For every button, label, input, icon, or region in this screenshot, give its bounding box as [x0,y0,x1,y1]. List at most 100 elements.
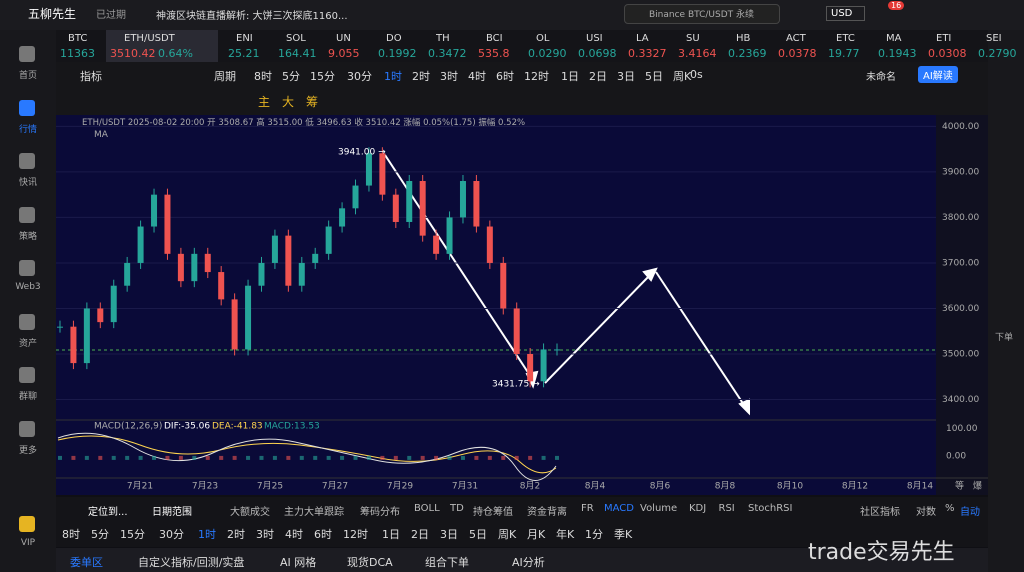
nav-item[interactable]: 更多 [18,445,37,456]
ticker-symbol[interactable]: ENI [236,33,253,44]
ticker-symbol[interactable]: SU [686,33,700,44]
ticker-symbol[interactable]: ETC [836,33,855,44]
ticker-symbol[interactable]: SEI [986,33,1002,44]
indicator-tab[interactable]: 筹码分布 [360,507,400,518]
timeframe[interactable]: 30分 [347,70,372,83]
ticker-symbol[interactable]: UN [336,33,351,44]
ticker-symbol[interactable]: DO [386,33,402,44]
timeframe[interactable]: 5日 [645,70,663,83]
community[interactable]: 社区指标 [860,507,900,518]
indicator-tab[interactable]: Volume [640,503,678,514]
indicator-btn[interactable]: 指标 [80,70,102,83]
timeframe[interactable]: 2日 [589,70,607,83]
indicator-tab[interactable]: FR [581,503,594,514]
timeframe-tab[interactable]: 季K [614,528,633,541]
logo[interactable]: 五柳先生 [28,7,77,21]
timeframe-tab[interactable]: 2日 [411,528,429,541]
bottom-tab[interactable]: AI分析 [512,556,545,569]
indicator-tab[interactable]: StochRSI [748,503,793,514]
indicator-tab[interactable]: 资金背离 [527,507,567,518]
indicator-tab[interactable]: 大额成交 [230,507,270,518]
timeframe-tab[interactable]: 1时 [198,528,216,541]
timeframe-tab[interactable]: 月K [527,528,546,541]
timeframe-tab[interactable]: 12时 [343,528,368,541]
timeframe[interactable]: 3时 [440,70,458,83]
timeframe-tab[interactable]: 4时 [285,528,303,541]
ai-btn[interactable]: AI解读 [918,66,958,83]
indicator-tab[interactable]: TD [450,503,464,514]
draw-tool[interactable]: 主 [258,95,271,109]
search[interactable]: Binance BTC/USDT 永续 [624,4,780,24]
timeframe-tab[interactable]: 3日 [440,528,458,541]
nav-item[interactable]: Web3 [15,282,41,292]
ticker-symbol[interactable]: HB [736,33,751,44]
timeframe[interactable]: 3日 [617,70,635,83]
timeframe[interactable]: 8时 [254,70,272,83]
draw-tool[interactable]: 筹 [306,95,319,109]
timeframe-tab[interactable]: 1日 [382,528,400,541]
layout-name[interactable]: 未命名 [866,72,896,83]
bottom-tab[interactable]: AI 网格 [280,556,317,569]
ticker-symbol[interactable]: USI [586,33,603,44]
timeframe-tab[interactable]: 1分 [585,528,603,541]
indicator-tab[interactable]: RSI [718,503,735,514]
timeframe[interactable]: 1日 [561,70,579,83]
timeframe[interactable]: 1时 [384,70,402,83]
timeframe[interactable]: 4时 [468,70,486,83]
timeframe[interactable]: 5分 [282,70,300,83]
ticker-symbol[interactable]: LA [636,33,649,44]
order-label[interactable]: 下单 [995,333,1014,343]
ticker-symbol[interactable]: SOL [286,33,306,44]
nav-item[interactable]: VIP [20,538,36,548]
indicator-tab[interactable]: 主力大单跟踪 [284,507,344,518]
timeframe-tab[interactable]: 周K [498,528,517,541]
timeframe-tab[interactable]: 年K [556,528,575,541]
timeframe-tab[interactable]: 8时 [62,528,80,541]
ticker-symbol[interactable]: BTC [68,33,88,44]
nav-item[interactable]: 行情 [18,124,37,135]
timeframe-tab[interactable]: 2时 [227,528,245,541]
ticker-symbol[interactable]: ETH/USDT [124,33,175,44]
ticker-symbol[interactable]: ETI [936,33,952,44]
ticker-symbol[interactable]: OL [536,33,550,44]
timeframe-tab[interactable]: 5日 [469,528,487,541]
news[interactable]: 神渡区块链直播解析: 大饼三次探底1160... [156,11,348,22]
timeframe-tab[interactable]: 30分 [159,528,184,541]
auto[interactable]: 自动 [960,507,980,518]
ticker-symbol[interactable]: TH [436,33,450,44]
timeframe-tab[interactable]: 3时 [256,528,274,541]
locate[interactable]: 定位到... [88,507,128,518]
timeframe[interactable]: 12时 [524,70,549,83]
indicator-tab[interactable]: BOLL [414,503,440,514]
timeframe-tab[interactable]: 6时 [314,528,332,541]
period-btn[interactable]: 周期 [214,70,236,83]
macd-label: MACD(12,26,9) [94,422,162,432]
indicator-tab[interactable]: MACD [604,503,634,514]
timeframe[interactable]: 15分 [310,70,335,83]
bottom-tab[interactable]: 组合下单 [425,556,469,569]
timeframe[interactable]: 6时 [496,70,514,83]
timeframe-tab[interactable]: 15分 [120,528,145,541]
bottom-tab[interactable]: 委单区 [70,556,103,569]
currency[interactable]: USD [826,6,866,21]
indicator-tab[interactable]: KDJ [689,503,707,514]
timeframe[interactable]: 周K [673,70,692,83]
ticker-symbol[interactable]: MA [886,33,902,44]
log[interactable]: 对数 [916,507,936,518]
nav-item[interactable]: 首页 [18,71,37,81]
nav-item[interactable]: 策略 [18,231,37,242]
pct[interactable]: % [945,503,955,514]
timeframe-tab[interactable]: 5分 [91,528,109,541]
date-range[interactable]: 日期范围 [152,507,192,518]
draw-tool[interactable]: 大 [282,95,295,109]
nav-item[interactable]: 资产 [18,338,37,349]
candle [486,226,493,263]
nav-item[interactable]: 快讯 [18,178,37,188]
bottom-tab[interactable]: 自定义指标/回测/实盘 [138,556,245,569]
nav-item[interactable]: 群聊 [18,392,37,402]
ticker-symbol[interactable]: ACT [786,33,806,44]
indicator-tab[interactable]: 持仓筹值 [473,507,513,518]
bottom-tab[interactable]: 现货DCA [347,556,393,569]
timeframe[interactable]: 2时 [412,70,430,83]
ticker-symbol[interactable]: BCI [486,33,503,44]
